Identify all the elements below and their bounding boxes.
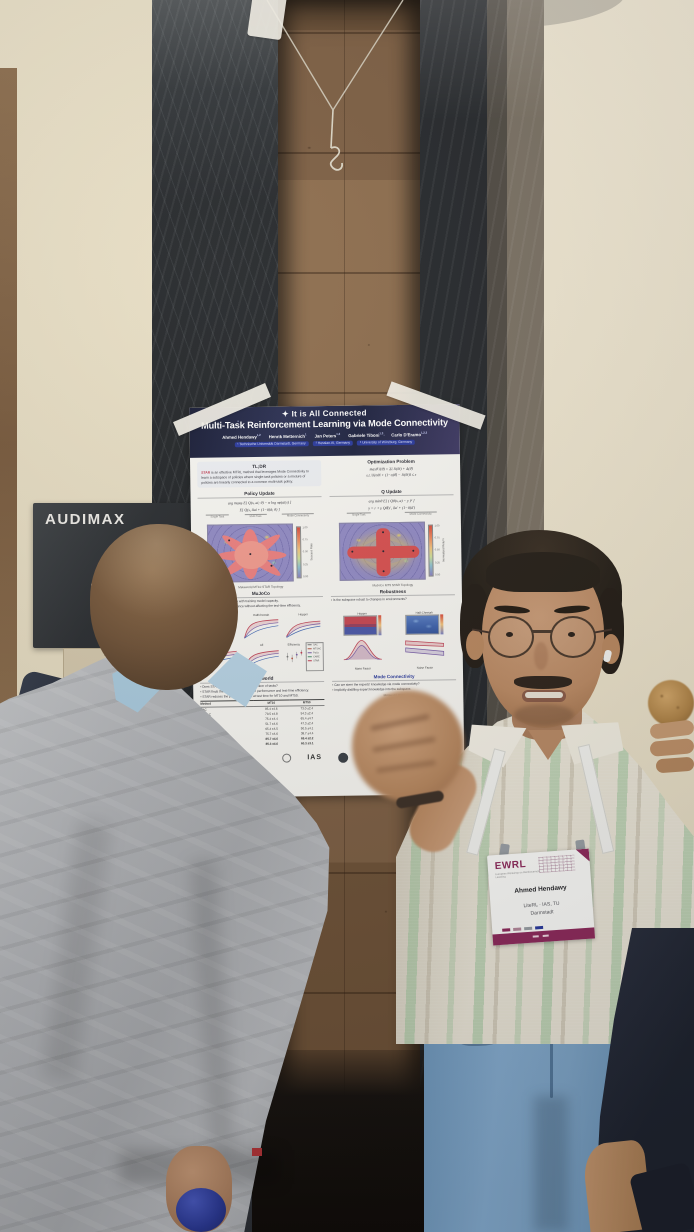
colorbar-gradient <box>428 524 435 577</box>
glasses-bridge <box>532 630 552 633</box>
robustness-strip: Half-Cheetah <box>405 610 444 635</box>
optimization-formula-2: s.t. ‖J(αθi + (1−α)θ̄) − Ji(θi)‖ ≤ ε <box>366 473 417 478</box>
conference-badge: EWRL European Workshop on Reinforcement … <box>486 848 596 946</box>
presenter-teeth <box>525 692 563 698</box>
glasses-lens-right <box>550 616 596 658</box>
presenter-mustache <box>514 676 572 689</box>
badge-corner-band <box>576 849 590 863</box>
sparkle-icon: ✦ <box>281 409 290 419</box>
badge-name: Ahmed Hendawy <box>514 884 567 895</box>
optimization-box: Optimization Problem maxθ̄ J(θ̄) = Σi Ji… <box>329 458 453 486</box>
glasses-lens-left <box>488 616 534 658</box>
colorbar-ticks: 1.00 0.75 0.50 0.25 0.00 <box>434 524 441 577</box>
recycling-mark-icon <box>282 753 292 763</box>
listener-head-hair <box>90 524 238 690</box>
colorbar-label: Success Rate <box>308 543 313 561</box>
presenter-hairline <box>486 552 600 592</box>
presenter-eye-left <box>506 632 513 637</box>
poster-affiliations: ¹ Technische Universität Darmstadt, Germ… <box>190 439 460 448</box>
author: Jan Peters1,2 <box>314 431 341 439</box>
mini-plot: Hopper <box>283 612 323 641</box>
author: Carlo D'Eramo1,2,3 <box>391 430 428 438</box>
colorbar-left: 1.00 0.75 0.50 0.25 0.00 Success Rate <box>296 526 313 579</box>
badge-venue-sketch <box>538 854 576 874</box>
hessian-ai-logo <box>337 752 349 763</box>
policy-update-box: Policy Update arg maxφ E[ Q(s, ai; θ) − … <box>197 490 322 519</box>
ias-logo: IAS <box>307 754 323 762</box>
presenter-head <box>452 530 632 744</box>
robustness-strip: Hopper <box>343 611 382 636</box>
sponsor-mark <box>502 928 511 932</box>
tldr-box: TL;DR STAR is an effective MTRL method t… <box>197 460 322 489</box>
robustness-bullet: Is the subspace robust to changes in env… <box>331 597 455 603</box>
q-underbraces: Single Task Mode Connectivity <box>330 511 454 517</box>
affiliation-pill: ² Hessian.AI, Germany <box>312 440 354 447</box>
sponsor-mark <box>535 925 544 930</box>
jeans-inner-shadow <box>534 1096 568 1232</box>
q-update-title: Q Update <box>329 488 454 498</box>
q-update-box: Q Update arg minθ E[ ( Qθ(s, a) − y )² ]… <box>329 488 454 517</box>
author: Gabriele Tiboni1,3 <box>348 431 384 439</box>
affiliation-pill: ³ University of Würzburg, Germany <box>356 439 416 446</box>
band-mark <box>532 935 539 938</box>
colorbar-gradient <box>296 526 303 579</box>
knuckle-crease <box>375 759 437 774</box>
topology-right-figure: 1.00 0.75 0.50 0.25 0.00 Normalized Return <box>330 519 455 583</box>
s-hook <box>329 146 344 171</box>
author: Henrik Metternich1 <box>268 432 307 440</box>
presenter-nose <box>534 642 548 670</box>
robustness-line-plots: Mass Factor Noise Factor <box>332 636 456 671</box>
colorbar-label: Normalized Return <box>440 538 445 563</box>
mode-connectivity-title: Mode Connectivity <box>332 672 457 682</box>
efficiency-legend: SAC MTSAC PaCo CARE STAR <box>305 642 324 672</box>
star-topology-heatmap-right <box>339 521 427 581</box>
presenter-ear-left <box>466 630 484 660</box>
pastry <box>648 680 694 726</box>
policy-update-title: Policy Update <box>197 490 322 500</box>
blue-bottle <box>176 1188 226 1232</box>
knuckle-crease <box>370 713 430 732</box>
colorbar-right: 1.00 0.75 0.50 0.25 0.00 Normalized Return <box>428 524 445 577</box>
tldr-title: TL;DR <box>252 463 267 469</box>
jeans-fly-seam <box>550 1006 553 1098</box>
colorbar-ticks: 1.00 0.75 0.50 0.25 0.00 <box>302 526 309 579</box>
affiliation-pill: ¹ Technische Universität Darmstadt, Germ… <box>234 441 309 448</box>
knuckle-crease <box>372 736 436 753</box>
robustness-section-title: Robustness <box>330 588 455 597</box>
bell-plot: Mass Factor <box>342 637 384 671</box>
presenter-eye-right <box>568 632 575 637</box>
topology-right-block: 1.00 0.75 0.50 0.25 0.00 Normalized Return M… <box>330 519 455 608</box>
efficiency-plot: Efficiency SAC MTSAC PaCo CARE STAR <box>284 642 324 672</box>
jeans-pocket-left <box>454 1012 514 1046</box>
presenter-chin-shadow <box>514 704 574 726</box>
robustness-heat-strips: Hopper Half-Cheetah <box>331 610 455 636</box>
sponsor-mark <box>513 927 522 932</box>
band-mark <box>542 934 549 937</box>
sponsor-mark <box>524 926 533 931</box>
presenter-mouth <box>522 690 566 702</box>
topology-right-caption: MuJoCo MT5 STAR Topology <box>372 582 414 588</box>
audimax-sign-title: AUDIMAX <box>45 511 126 528</box>
optimization-title: Optimization Problem <box>367 458 415 465</box>
heatmap-cross-vertical <box>376 528 392 577</box>
mini-plot: HalfCheetah <box>241 612 281 641</box>
tape-top-scrap <box>247 0 287 41</box>
robustness-figures: Hopper Half-Cheetah Mass Factor <box>331 610 456 671</box>
policy-underbraces: Single Task Multi Task Mode Connectivity <box>198 513 322 519</box>
badge-brand: EWRL <box>494 858 527 873</box>
author: Ahmed Hendawy1,2 <box>222 432 261 440</box>
finger <box>655 756 694 774</box>
red-tag <box>252 1148 262 1156</box>
decline-plot: Noise Factor <box>404 636 446 670</box>
presenter-fist <box>352 690 464 802</box>
tldr-text: STAR is an effective MTRL method that le… <box>201 469 309 485</box>
